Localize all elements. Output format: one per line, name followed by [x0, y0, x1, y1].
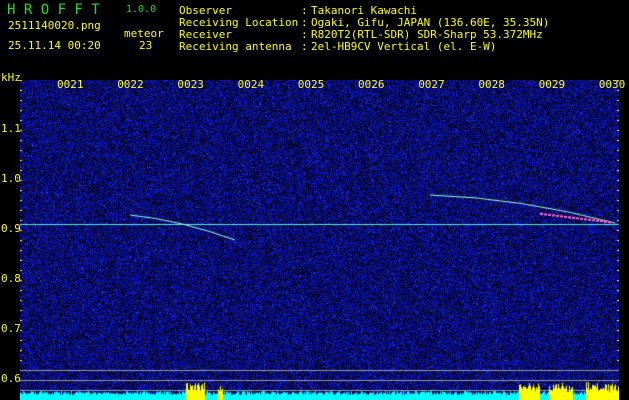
meteor-label: meteor — [124, 27, 164, 40]
app-version: 1.0.0 — [126, 4, 157, 15]
x-tick-label: 0022 — [117, 78, 144, 91]
info-value-location: Ogaki, Gifu, JAPAN (136.60E, 35.35N) — [311, 16, 550, 29]
x-tick-label: 0027 — [418, 78, 445, 91]
info-sep: : — [301, 16, 308, 29]
info-label-observer: Observer — [179, 4, 232, 17]
info-sep: : — [301, 4, 308, 17]
y-tick-label: 0.6 — [1, 372, 21, 385]
x-tick-label: 0029 — [538, 78, 566, 91]
spectrogram — [20, 80, 619, 400]
datetime: 25.11.14 00:20 — [8, 39, 101, 52]
y-axis-unit: kHz — [1, 71, 21, 84]
x-tick-label: 0025 — [297, 78, 325, 91]
info-value-receiver: R820T2(RTL-SDR) SDR-Sharp 53.372MHz — [311, 28, 543, 41]
filename: 2511140020.png — [8, 19, 101, 32]
info-sep: : — [301, 28, 308, 41]
x-tick-label: 0026 — [358, 78, 385, 91]
y-tick-label: 0.7 — [1, 322, 21, 335]
info-label-location: Receiving Location — [179, 16, 299, 29]
x-tick-label: 0030 — [598, 78, 626, 91]
y-tick-label: 0.9 — [1, 222, 21, 235]
y-tick-label: 1.0 — [1, 172, 21, 185]
x-tick-label: 0024 — [237, 78, 265, 91]
app-title: H R O F F T — [7, 2, 100, 18]
info-sep: : — [301, 40, 308, 53]
info-value-antenna: 2el-HB9CV Vertical (el. E-W) — [311, 40, 497, 53]
info-value-observer: Takanori Kawachi — [311, 4, 417, 17]
x-tick-label: 0028 — [478, 78, 505, 91]
info-label-receiver: Receiver — [179, 28, 232, 41]
y-tick-label: 1.1 — [1, 122, 21, 135]
x-tick-label: 0023 — [177, 78, 204, 91]
info-label-antenna: Receiving antenna — [179, 40, 292, 53]
x-tick-label: 0021 — [57, 78, 84, 91]
y-tick-label: 0.8 — [1, 272, 21, 285]
meteor-count: 23 — [139, 39, 153, 52]
